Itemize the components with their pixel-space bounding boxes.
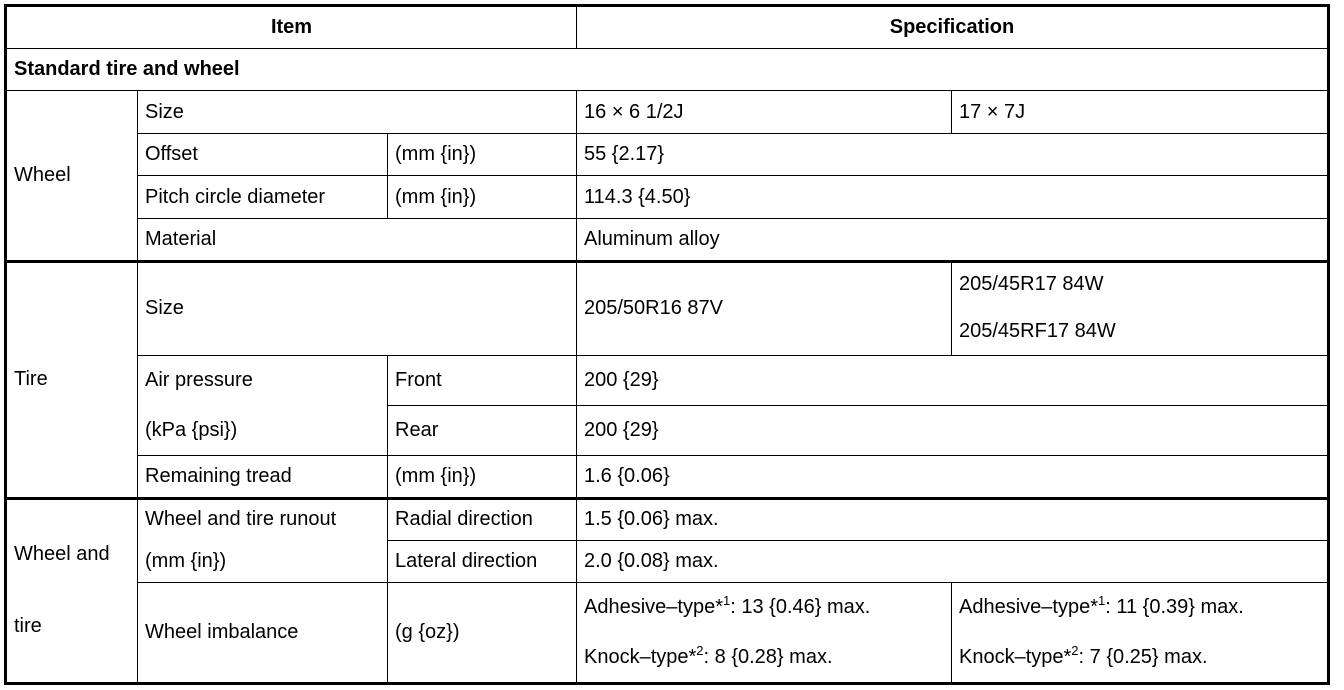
footnote: 1 <box>722 593 731 609</box>
value: 1.6 {0.06} <box>584 465 670 487</box>
header-spec-text: Specification <box>889 16 1015 38</box>
footnote: 2 <box>1071 642 1079 658</box>
label: Size <box>145 100 184 123</box>
value: 205/45RF17 84W <box>959 320 1116 342</box>
material-value: Aluminum alloy <box>577 219 1327 261</box>
text: Knock–type* <box>584 645 697 668</box>
value: 1.5 {0.06} max. <box>584 507 719 530</box>
section-title: Standard tire and wheel <box>7 49 1327 91</box>
front-value: 200 {29} <box>577 356 1327 406</box>
runout-label: Wheel and tire runout (mm {in}) <box>138 498 388 583</box>
wheel-label: Wheel <box>14 164 71 186</box>
rear-label: Rear <box>388 406 577 456</box>
section-text: Standard tire and wheel <box>14 58 240 80</box>
footnote: 1 <box>1097 593 1106 609</box>
text: Adhesive–type* <box>584 596 723 619</box>
text: : 13 {0.46} max. <box>730 596 871 619</box>
radial-value: 1.5 {0.06} max. <box>577 498 1327 541</box>
label: Rear <box>395 419 439 441</box>
unit: (mm {in}) <box>395 465 477 487</box>
value: 205/45R17 84W <box>959 273 1104 295</box>
spec-table: Item Specification Standard tire and whe… <box>4 4 1330 685</box>
material-label: Material <box>138 219 577 261</box>
unit: (mm {in}) <box>395 185 477 208</box>
adhesive-value: Adhesive–type*1: 13 {0.46} max. <box>584 593 951 619</box>
label: Material <box>145 228 217 250</box>
unit: (kPa {psi}) <box>145 418 238 441</box>
tire-group-label: Tire <box>7 261 138 498</box>
offset-label: Offset <box>138 134 388 176</box>
imbalance-16: Adhesive–type*1: 13 {0.46} max. Knock–ty… <box>577 583 952 682</box>
footnote: 2 <box>696 642 704 658</box>
tread-unit: (mm {in}) <box>388 456 577 498</box>
value: 17 × 7J <box>959 100 1026 123</box>
adhesive-value: Adhesive–type*1: 11 {0.39} max. <box>959 593 1327 619</box>
label: tire <box>14 614 42 637</box>
divider <box>7 497 1327 500</box>
label: Lateral direction <box>395 550 538 572</box>
radial-label: Radial direction <box>388 498 577 541</box>
value: 205/50R16 87V <box>584 296 724 319</box>
wheel-size-16: 16 × 6 1/2J <box>577 91 952 134</box>
knock-value: Knock–type*2: 7 {0.25} max. <box>959 642 1327 669</box>
header-item: Item <box>7 7 577 49</box>
imbalance-unit: (g {oz}) <box>388 583 577 682</box>
tire-size-label: Size <box>138 261 577 356</box>
text: Knock–type* <box>959 645 1072 668</box>
tread-label: Remaining tread <box>138 456 388 498</box>
pcd-label: Pitch circle diameter <box>138 176 388 219</box>
label: Front <box>395 369 442 391</box>
text: Adhesive–type* <box>959 596 1098 619</box>
front-label: Front <box>388 356 577 406</box>
offset-value: 55 {2.17} <box>577 134 1327 176</box>
label: Remaining tread <box>145 465 292 487</box>
text: : 8 {0.28} max. <box>703 645 833 668</box>
wheel-size-label: Size <box>138 91 577 134</box>
wheel-size-17: 17 × 7J <box>952 91 1327 134</box>
wheel-tire-group-label: Wheel and tire <box>7 498 138 682</box>
label: Radial direction <box>395 507 533 530</box>
rear-value: 200 {29} <box>577 406 1327 456</box>
value: 114.3 {4.50} <box>584 185 691 208</box>
value: 200 {29} <box>584 369 659 391</box>
label: Size <box>145 296 184 319</box>
knock-value: Knock–type*2: 8 {0.28} max. <box>584 642 951 669</box>
header-specification: Specification <box>577 7 1327 49</box>
text: : 7 {0.25} max. <box>1078 645 1208 668</box>
lateral-value: 2.0 {0.08} max. <box>577 541 1327 583</box>
pcd-unit: (mm {in}) <box>388 176 577 219</box>
value: 2.0 {0.08} max. <box>584 550 719 572</box>
tread-value: 1.6 {0.06} <box>577 456 1327 498</box>
imbalance-17: Adhesive–type*1: 11 {0.39} max. Knock–ty… <box>952 583 1327 682</box>
air-pressure-label: Air pressure (kPa {psi}) <box>138 356 388 456</box>
header-item-text: Item <box>270 16 313 38</box>
value: 55 {2.17} <box>584 143 665 165</box>
value: 200 {29} <box>584 419 659 441</box>
label: Offset <box>145 143 198 165</box>
tire-size-17: 205/45R17 84W 205/45RF17 84W <box>952 261 1327 356</box>
label: Pitch circle diameter <box>145 185 326 208</box>
offset-unit: (mm {in}) <box>388 134 577 176</box>
text: : 11 {0.39} max. <box>1105 596 1244 619</box>
unit: (mm {in}) <box>145 549 227 572</box>
imbalance-label: Wheel imbalance <box>138 583 388 682</box>
tire-size-16: 205/50R16 87V <box>577 261 952 356</box>
unit: (g {oz}) <box>395 621 460 643</box>
tire-label: Tire <box>14 367 48 390</box>
wheel-group-label: Wheel <box>7 91 138 261</box>
divider <box>7 260 1327 263</box>
unit: (mm {in}) <box>395 143 477 165</box>
label: Air pressure <box>145 369 253 392</box>
label: Wheel and tire runout <box>145 507 337 530</box>
value: 16 × 6 1/2J <box>584 100 684 123</box>
pcd-value: 114.3 {4.50} <box>577 176 1327 219</box>
label: Wheel and <box>14 542 110 565</box>
lateral-label: Lateral direction <box>388 541 577 583</box>
label: Wheel imbalance <box>145 621 299 643</box>
value: Aluminum alloy <box>584 228 720 250</box>
